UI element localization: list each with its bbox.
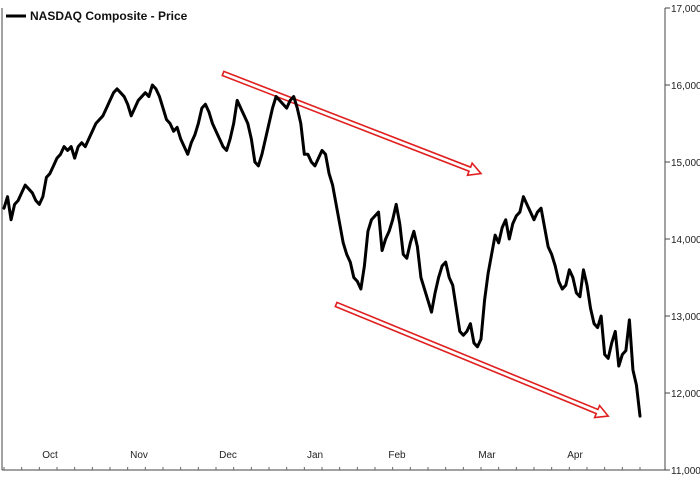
x-tick-label: Apr [567, 450, 583, 461]
y-tick-label: 13,000 [671, 312, 700, 323]
series [2, 83, 642, 418]
y-tick-label: 16,000 [671, 81, 700, 92]
trend-arrow-1 [221, 70, 483, 177]
y-axis: 17,000 16,000 15,000 14,000 13,000 12,00… [665, 4, 700, 477]
y-tick-label: 12,000 [671, 389, 700, 400]
trend-arrow-2 [334, 301, 610, 419]
x-tick-label: Jan [307, 450, 323, 461]
x-axis: Oct Nov Dec Jan Feb Mar Apr [42, 450, 583, 461]
x-tick-label: Feb [388, 450, 406, 461]
x-minor-ticks [3, 467, 641, 470]
x-tick-label: Nov [130, 450, 148, 461]
legend: NASDAQ Composite - Price [6, 9, 188, 23]
y-tick-label: 11,000 [671, 466, 700, 477]
x-tick-label: Mar [478, 450, 496, 461]
x-tick-label: Dec [219, 450, 237, 461]
legend-label: NASDAQ Composite - Price [30, 9, 188, 23]
series-line-nasdaq [2, 83, 642, 418]
y-tick-label: 17,000 [671, 4, 700, 15]
y-tick-label: 15,000 [671, 158, 700, 169]
y-tick-label: 14,000 [671, 235, 700, 246]
x-tick-label: Oct [42, 450, 58, 461]
trend-arrows [221, 70, 610, 419]
